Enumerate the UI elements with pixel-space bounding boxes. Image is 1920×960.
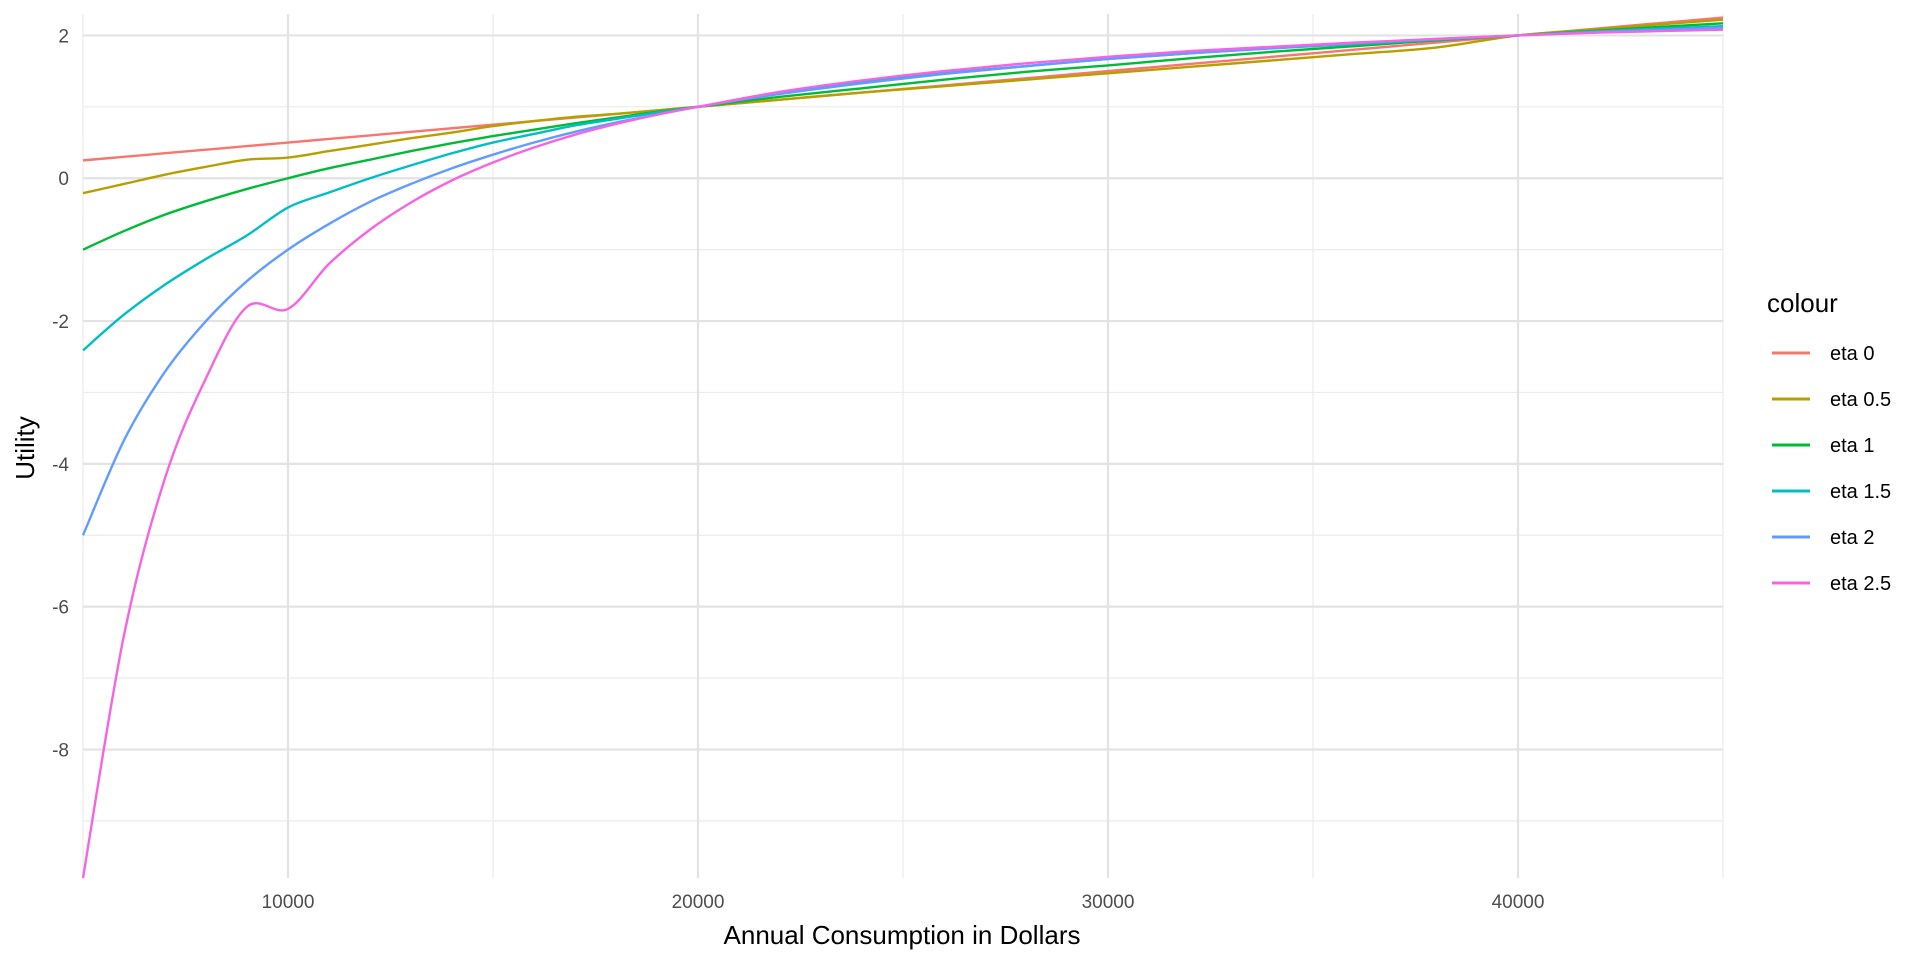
x-tick-label: 10000 <box>262 892 315 913</box>
x-tick-label: 40000 <box>1492 892 1545 913</box>
legend-item: eta 0.5 <box>1772 389 1891 411</box>
legend-label: eta 1.5 <box>1830 481 1891 503</box>
legend-label: eta 2.5 <box>1830 573 1891 595</box>
legend-item: eta 2 <box>1772 527 1874 549</box>
legend-item: eta 2.5 <box>1772 573 1891 595</box>
x-tick-label: 20000 <box>672 892 725 913</box>
tick-labels: 10000 20000 30000 40000 2 0 -2 -4 -6 -8 <box>52 26 1544 913</box>
legend-label: eta 0 <box>1830 343 1874 365</box>
y-tick-label: 2 <box>58 26 69 47</box>
legend-title: colour <box>1767 288 1838 318</box>
legend-item: eta 1 <box>1772 435 1874 457</box>
series-line-eta-2_5 <box>81 28 1724 879</box>
y-tick-label: -6 <box>52 598 69 619</box>
x-axis-title: Annual Consumption in Dollars <box>724 920 1081 950</box>
y-axis-title: Utility <box>10 416 40 480</box>
y-tick-label: 0 <box>58 169 69 190</box>
legend-label: eta 2 <box>1830 527 1874 549</box>
x-tick-label: 30000 <box>1082 892 1135 913</box>
series-lines <box>81 16 1724 879</box>
grid <box>82 14 1724 878</box>
legend-item: eta 0 <box>1772 343 1874 365</box>
y-tick-label: -4 <box>52 455 69 476</box>
legend-items: eta 0 eta 0.5 eta 1 eta 1.5 eta 2 eta 2.5 <box>1772 343 1891 595</box>
y-tick-label: -8 <box>52 740 69 761</box>
legend-label: eta 0.5 <box>1830 389 1891 411</box>
legend-label: eta 1 <box>1830 435 1874 457</box>
y-tick-label: -2 <box>52 312 69 333</box>
legend-item: eta 1.5 <box>1772 481 1891 503</box>
